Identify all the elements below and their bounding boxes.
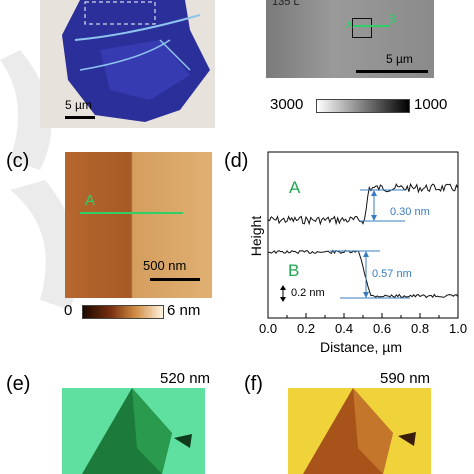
- panel-c-colorbar: [82, 305, 164, 319]
- panel-c-colorbar-max: 6 nm: [167, 302, 201, 319]
- xtick-label: 0.6: [373, 321, 392, 336]
- curve-a: [267, 182, 459, 226]
- panel-b-box: [352, 18, 372, 38]
- panel-e-image: [62, 388, 205, 474]
- xtick-label: 0.8: [411, 321, 430, 336]
- panel-b-image: 135 L A B 5 µm: [266, 0, 434, 78]
- panel-a-image: 5 µm: [40, 0, 215, 128]
- xtick-label: 0.0: [259, 321, 278, 336]
- panel-d-xlabel: Distance, µm: [320, 339, 402, 355]
- panel-f-image: [288, 388, 431, 474]
- panel-d-step-a: 0.30 nm: [390, 206, 430, 218]
- panel-d-label: (d): [224, 150, 249, 172]
- panel-a-scalebar-label: 5 µm: [65, 98, 92, 112]
- panel-c-colorbar-min: 0: [64, 302, 73, 319]
- panel-c-image: A 500 nm: [65, 152, 212, 298]
- panel-b-colorbar: [316, 99, 410, 113]
- panel-b-scalebar: [356, 70, 428, 73]
- panel-f-wavelength: 590 nm: [380, 370, 431, 387]
- panel-c-scalebar: [150, 278, 200, 281]
- curve-b: [267, 249, 459, 299]
- xtick-label: 1.0: [449, 321, 468, 336]
- panel-c-scalebar-label: 500 nm: [143, 258, 187, 273]
- xtick-label: 0.4: [335, 321, 354, 336]
- panel-d-xticklabels: 0.0 0.2 0.4 0.6 0.8 1.0: [0, 321, 474, 337]
- panel-d-scale-note: 0.2 nm: [291, 287, 325, 299]
- panel-f-label: (f): [244, 373, 263, 395]
- panel-e-wavelength: 520 nm: [160, 370, 211, 387]
- panel-b-marker-b: B: [388, 12, 397, 26]
- panel-d-curve-b-label: B: [288, 261, 300, 280]
- panel-d-curve-a-label: A: [289, 178, 301, 197]
- panel-d-ylabel: Height: [248, 215, 265, 257]
- panel-c-marker: A: [85, 192, 96, 209]
- panel-c-line: [80, 212, 183, 214]
- panel-b-colorbar-min: 3000: [270, 96, 304, 113]
- panel-b-scalebar-label: 5 µm: [386, 52, 413, 66]
- xtick-label: 0.2: [297, 321, 316, 336]
- panel-d-step-b: 0.57 nm: [372, 268, 412, 280]
- panel-c-label: (c): [6, 150, 30, 172]
- panel-b-colorbar-max: 1000: [414, 96, 448, 113]
- panel-b-line: [354, 25, 390, 27]
- panel-e-label: (e): [6, 373, 31, 395]
- panel-b-scan-label: 135 L: [272, 0, 300, 8]
- panel-b-marker-a: A: [346, 20, 353, 31]
